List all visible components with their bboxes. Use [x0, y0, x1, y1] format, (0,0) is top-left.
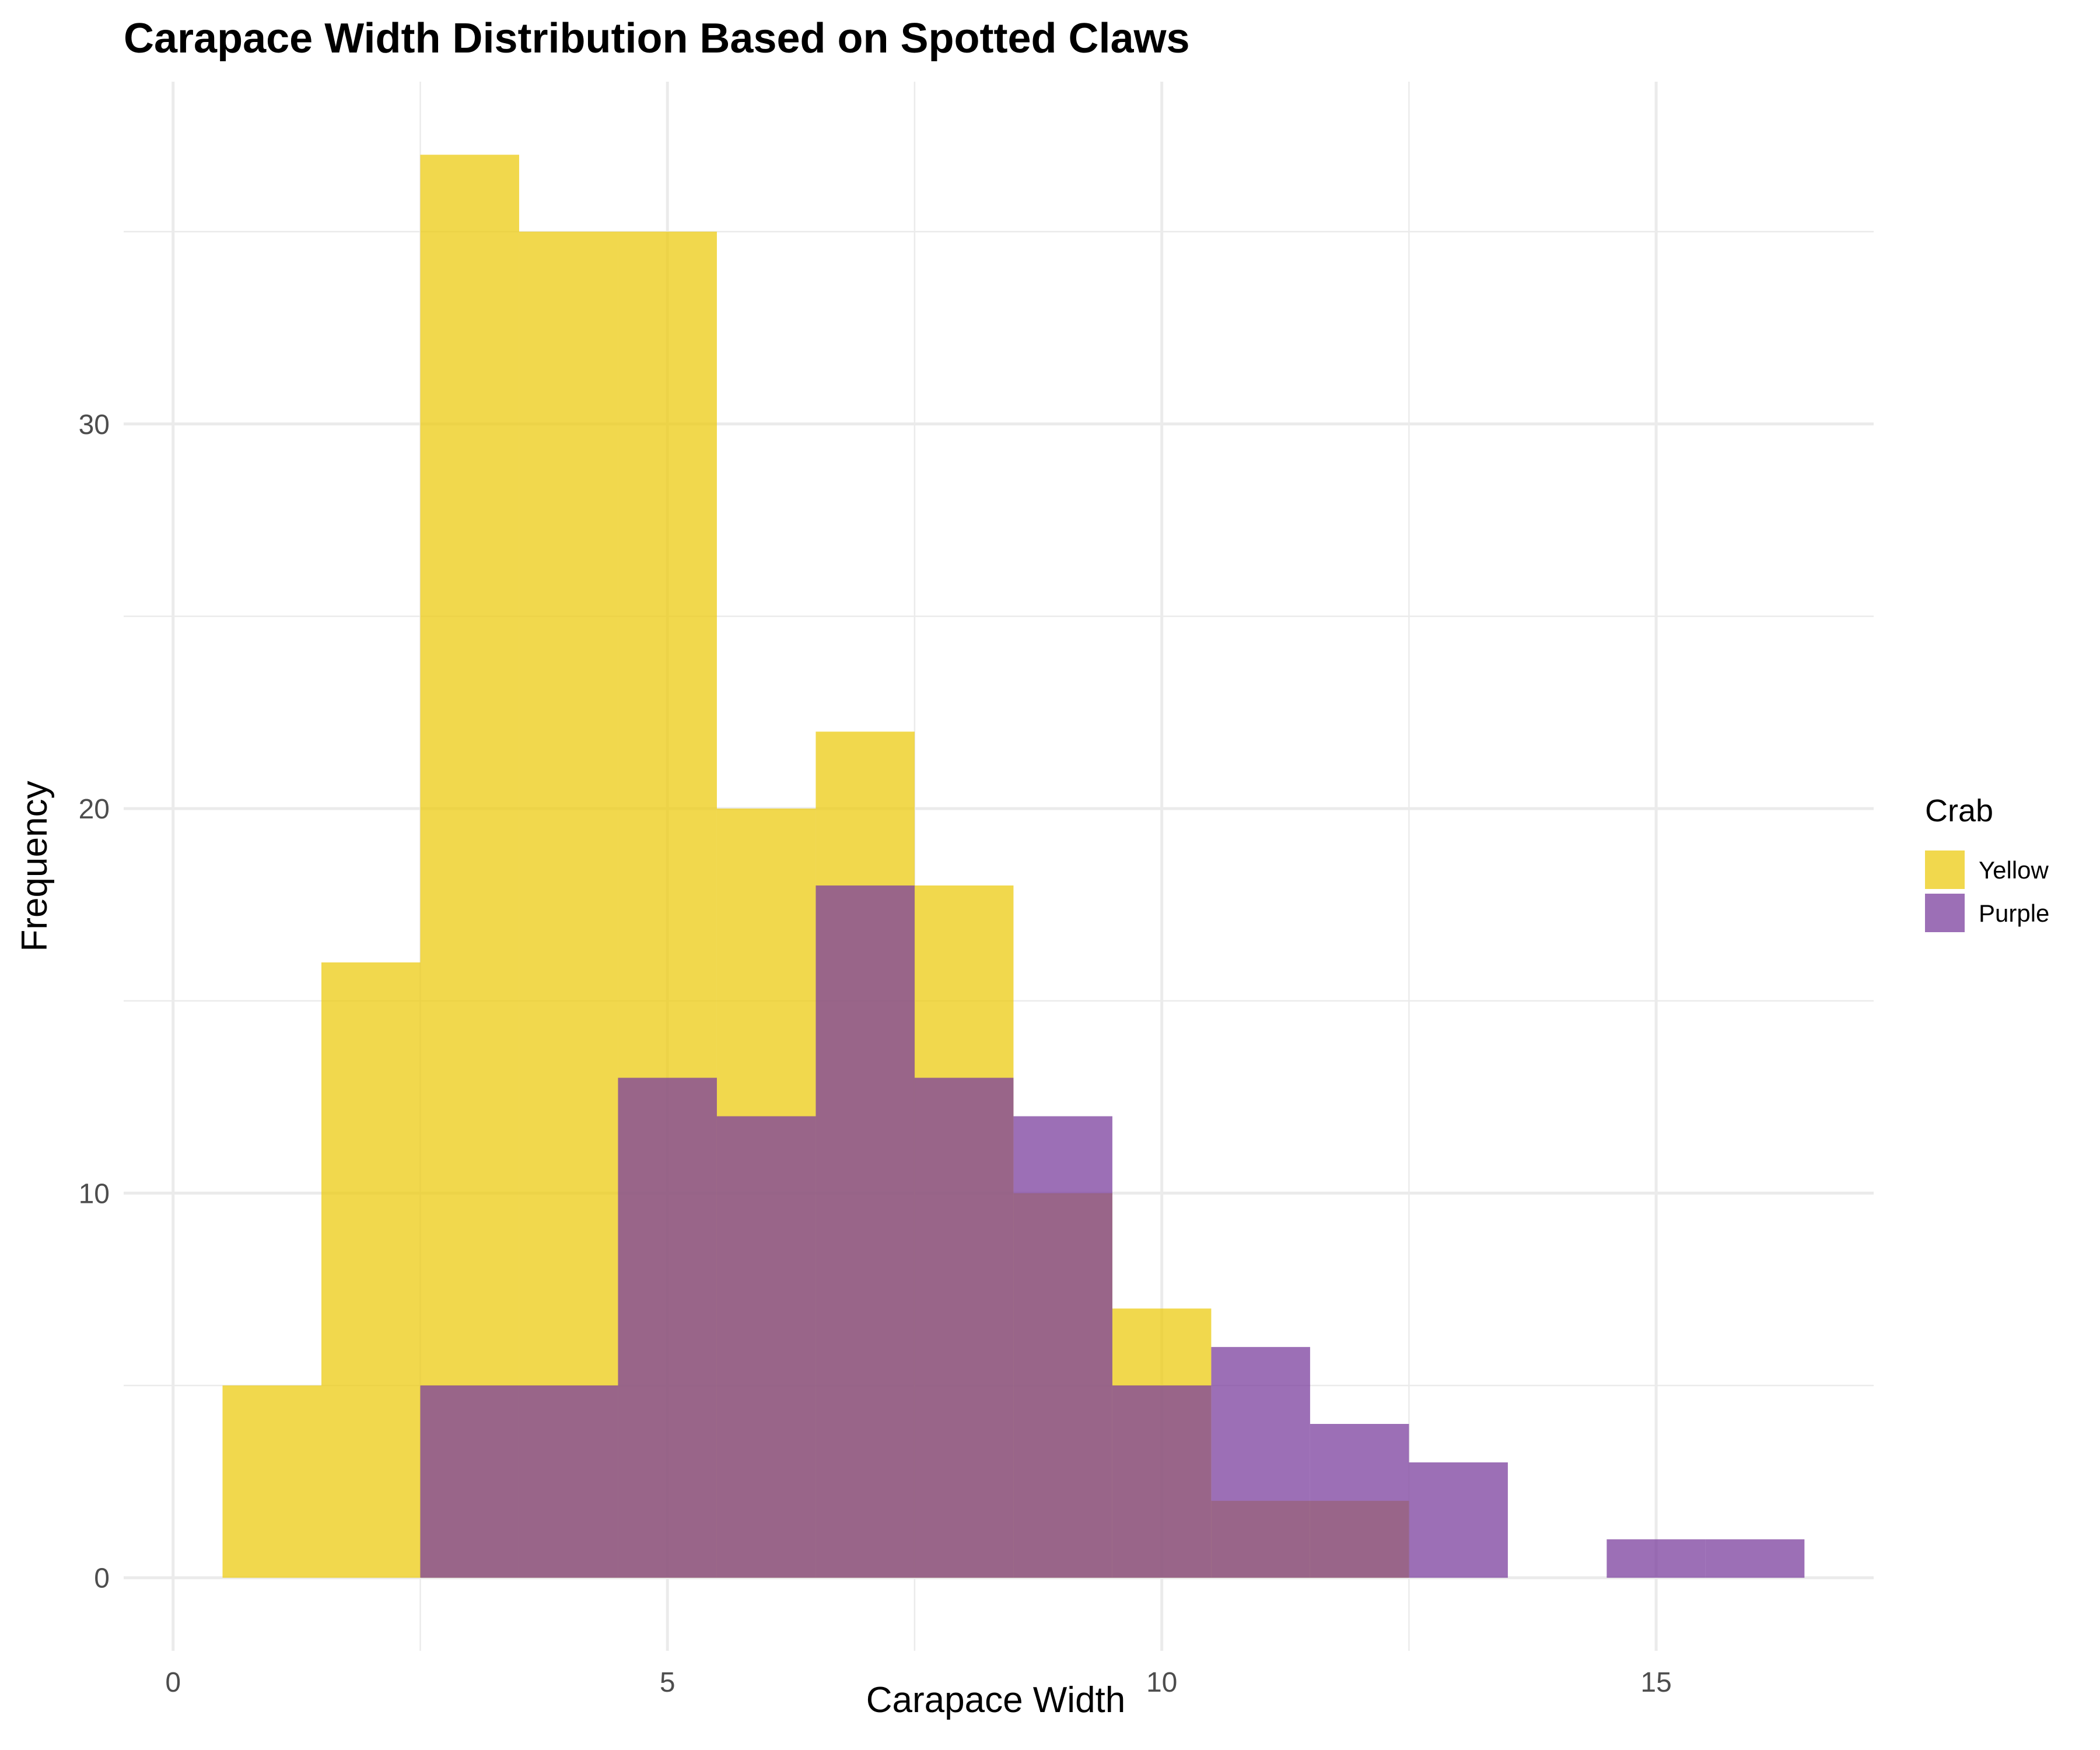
series-purple	[420, 885, 1805, 1578]
bar-purple	[1310, 1424, 1409, 1578]
x-tick-label: 10	[1146, 1667, 1177, 1698]
chart-title: Carapace Width Distribution Based on Spo…	[124, 15, 1190, 62]
bar-purple	[1705, 1539, 1805, 1578]
bar-yellow	[222, 1385, 321, 1578]
x-tick-label: 15	[1640, 1667, 1671, 1698]
bar-purple	[1211, 1347, 1310, 1578]
legend-swatch-purple	[1925, 894, 1965, 932]
bar-yellow	[519, 232, 618, 1578]
x-axis-title: Carapace Width	[866, 1680, 1126, 1720]
bar-purple	[914, 1077, 1014, 1578]
legend-title: Crab	[1925, 793, 1993, 828]
bar-purple	[716, 1116, 816, 1578]
legend-label-purple: Purple	[1979, 900, 2049, 927]
bar-yellow	[321, 962, 421, 1578]
bar-purple	[420, 1385, 519, 1578]
y-axis-title: Frequency	[15, 781, 55, 952]
legend-swatch-yellow	[1925, 850, 1965, 889]
bars	[222, 155, 1805, 1578]
legend: Crab Yellow Purple	[1925, 793, 2049, 932]
bar-purple	[816, 885, 915, 1578]
y-tick-label: 0	[94, 1563, 110, 1594]
x-axis-ticks: 0 5 10 15	[165, 1667, 1671, 1698]
y-tick-label: 10	[79, 1178, 110, 1209]
x-tick-label: 5	[660, 1667, 676, 1698]
bar-purple	[1013, 1116, 1112, 1578]
bar-purple	[519, 1385, 618, 1578]
legend-label-yellow: Yellow	[1979, 856, 2049, 884]
bar-yellow	[420, 155, 519, 1578]
bar-purple	[1606, 1539, 1706, 1578]
bar-purple	[1112, 1385, 1212, 1578]
bar-purple	[1409, 1462, 1508, 1578]
y-axis-ticks: 0 10 20 30	[79, 410, 110, 1594]
bar-purple	[618, 1077, 717, 1578]
x-tick-label: 0	[165, 1667, 181, 1698]
y-tick-label: 30	[79, 410, 110, 440]
y-tick-label: 20	[79, 794, 110, 825]
